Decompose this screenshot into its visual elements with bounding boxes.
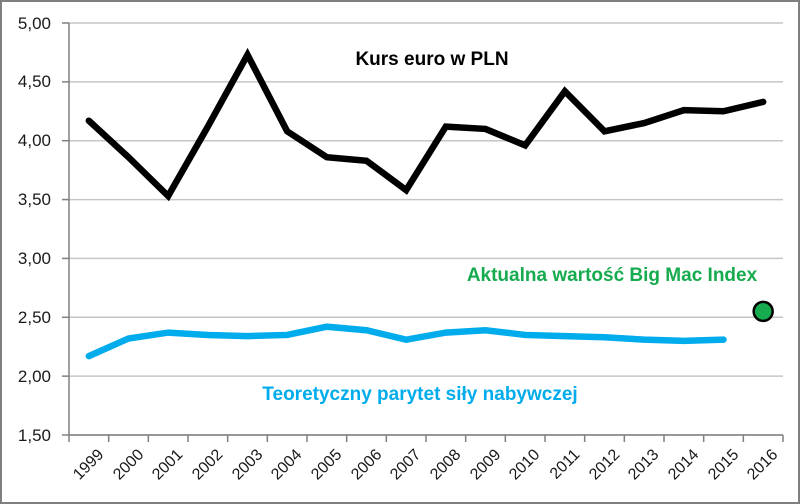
y-axis-label: 3,00 [17,248,51,268]
big-mac-point [752,300,774,323]
euro-rate-line [85,47,767,202]
y-axis-label: 1,50 [17,425,51,445]
series-label-euro-rate: Kurs euro w PLN [355,49,509,70]
y-axis-label: 3,50 [17,190,51,210]
y-axis-label: 4,00 [17,131,51,151]
series-label-big-mac-index: Aktualna wartość Big Mac Index [466,265,758,286]
y-axis-label: 2,50 [17,307,51,327]
ppp-line [85,323,727,360]
y-axis-label: 2,00 [17,366,51,386]
y-axis-label: 4,50 [17,72,51,92]
y-axis-label: 5,00 [17,13,51,33]
series-label-purchasing-power-parity: Teoretyczny parytet siły nabywczej [262,384,578,405]
